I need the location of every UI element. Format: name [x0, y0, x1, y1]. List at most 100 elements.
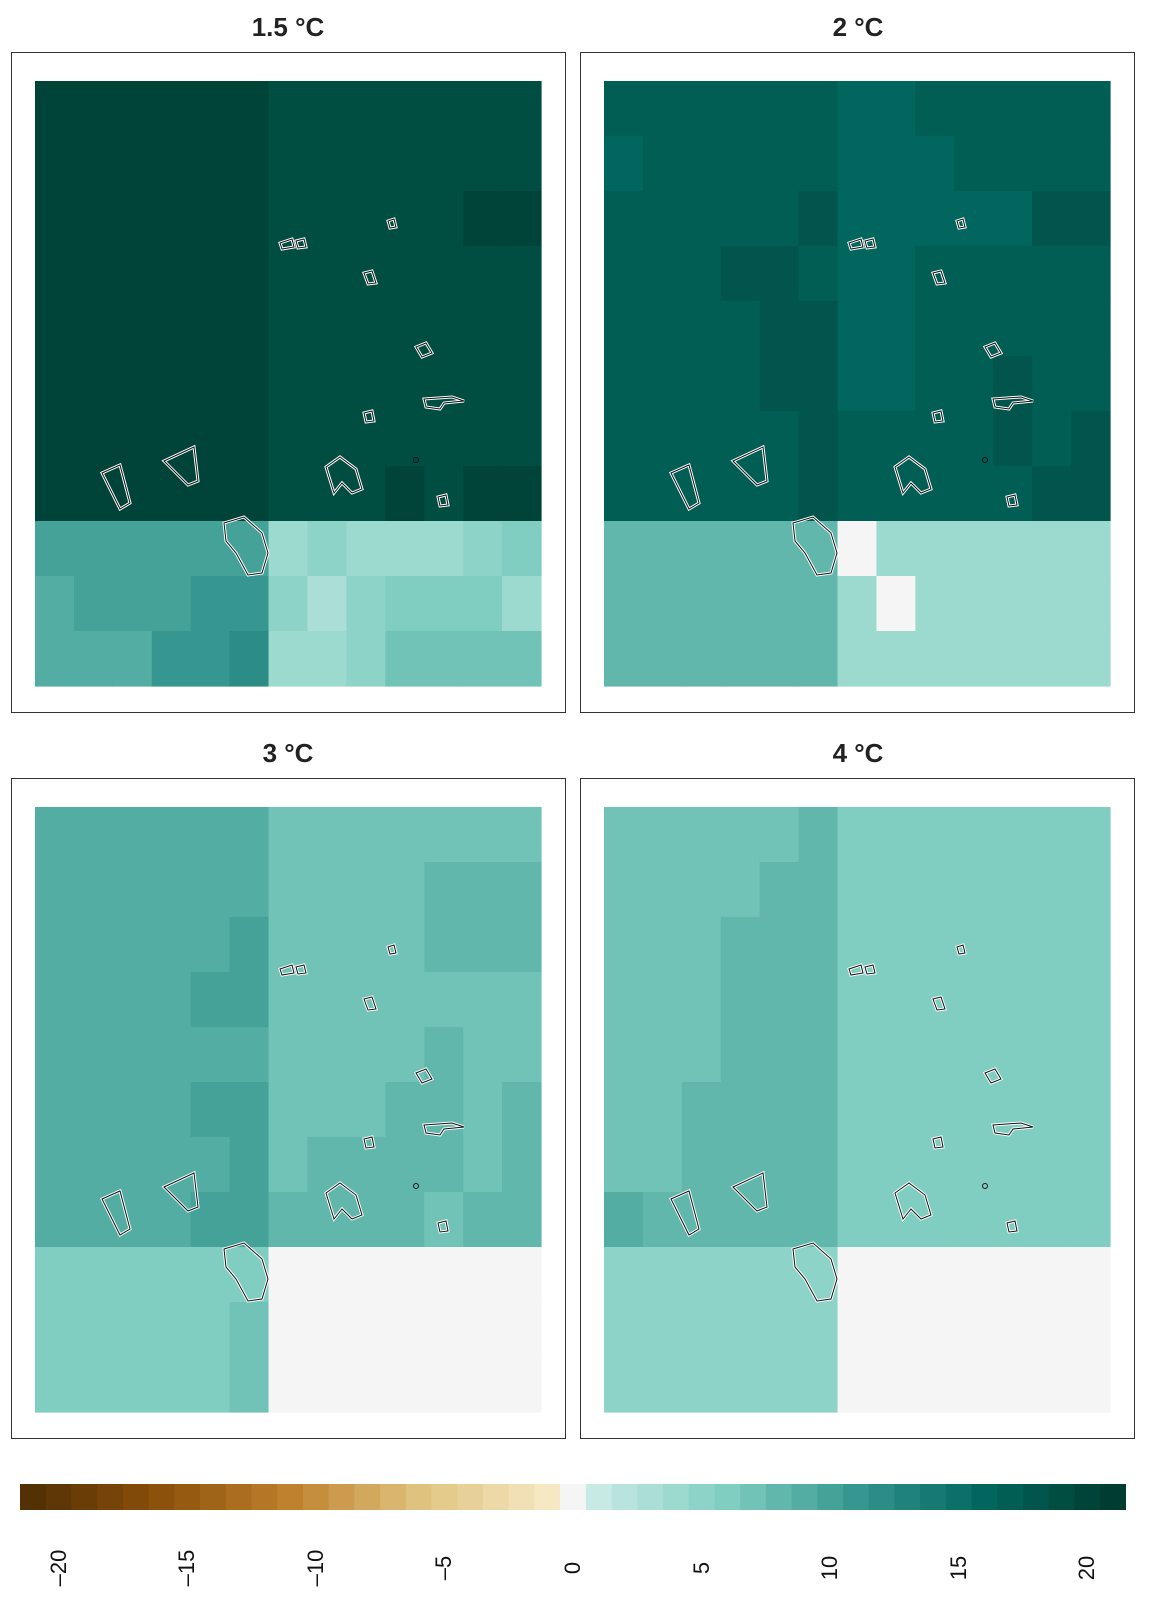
- heatmap-cell: [954, 1247, 994, 1303]
- colorbar-step: [817, 1484, 844, 1510]
- heatmap-cell: [876, 1302, 916, 1358]
- boundary-outline: [279, 964, 295, 976]
- boundary-outline: [732, 446, 768, 486]
- heatmap-cell: [268, 807, 309, 863]
- heatmap-cell: [798, 1357, 839, 1413]
- heatmap-cell: [837, 411, 878, 467]
- heatmap-cell: [112, 972, 153, 1028]
- heatmap-cell: [759, 81, 800, 137]
- heatmap-cell: [798, 411, 839, 467]
- heatmap-cell: [229, 81, 270, 137]
- heatmap-cell: [385, 246, 425, 302]
- heatmap-cell: [604, 466, 644, 522]
- heatmap-cell: [681, 1302, 722, 1358]
- heatmap-cell: [798, 301, 839, 357]
- heatmap-cell: [837, 301, 878, 357]
- heatmap-cell: [35, 1357, 75, 1413]
- heatmap-cell: [385, 972, 425, 1028]
- heatmap-cell: [502, 466, 542, 522]
- colorbar-step: [868, 1484, 896, 1510]
- heatmap-cell: [346, 1082, 386, 1138]
- heatmap-cell: [346, 576, 386, 632]
- heatmap-cell: [190, 972, 231, 1028]
- heatmap-cell: [190, 862, 231, 918]
- colorbar-tick-label: 10: [817, 1555, 843, 1581]
- colorbar-step: [97, 1484, 124, 1510]
- heatmap-cell: [642, 1082, 683, 1138]
- heatmap-cell: [112, 411, 153, 467]
- heatmap-cell: [424, 917, 464, 973]
- boundary-outline: [423, 396, 465, 410]
- heatmap-cell: [798, 466, 839, 522]
- heatmap-cell: [346, 81, 386, 137]
- heatmap-cell: [798, 81, 839, 137]
- boundary-outline: [848, 238, 864, 250]
- heatmap-cell: [876, 1082, 916, 1138]
- heatmap-cell: [720, 576, 761, 632]
- boundary-outline: [423, 1122, 465, 1136]
- heatmap-cell: [346, 917, 386, 973]
- heatmap-cell: [759, 1357, 800, 1413]
- heatmap-cell: [268, 1027, 309, 1083]
- heatmap-cell: [720, 1302, 761, 1358]
- heatmap-cell: [73, 807, 114, 863]
- heatmap-cell: [190, 1302, 231, 1358]
- heatmap-cell: [190, 807, 231, 863]
- heatmap-cell: [1071, 191, 1111, 247]
- heatmap-cell: [35, 136, 75, 192]
- heatmap-cell: [993, 1027, 1033, 1083]
- heatmap-cell: [604, 301, 644, 357]
- heatmap-cell: [463, 1137, 503, 1193]
- boundary-outline: [792, 1242, 838, 1302]
- heatmap-cell: [1032, 1357, 1072, 1413]
- heatmap-cell: [681, 631, 722, 687]
- heatmap-cell: [681, 972, 722, 1028]
- heatmap-cell: [268, 1192, 309, 1248]
- heatmap-cell: [1071, 246, 1111, 302]
- colorbar-step: [791, 1484, 818, 1510]
- heatmap-cell: [1071, 1357, 1111, 1413]
- heatmap-cell: [502, 576, 542, 632]
- heatmap-cell: [190, 631, 231, 687]
- heatmap-cell: [424, 1137, 464, 1193]
- heatmap-cell: [837, 1137, 878, 1193]
- boundary-outline: [670, 464, 700, 510]
- boundary-outline: [163, 1172, 199, 1212]
- heatmap-cell: [502, 136, 542, 192]
- colorbar-tick-label: –5: [431, 1555, 457, 1581]
- heatmap-cell: [424, 972, 464, 1028]
- heatmap-cell: [954, 466, 994, 522]
- heatmap-cell: [73, 466, 114, 522]
- heatmap-cell: [307, 191, 347, 247]
- panel-title-2: 2 °C: [832, 12, 884, 42]
- heatmap-cell: [151, 862, 192, 918]
- colorbar-step: [277, 1484, 304, 1510]
- heatmap-cell: [915, 1082, 955, 1138]
- heatmap-cell: [112, 1302, 153, 1358]
- boundary-outline: [223, 1242, 269, 1302]
- heatmap-cell: [1032, 862, 1072, 918]
- heatmap-cell: [954, 136, 994, 192]
- heatmap-cell: [190, 136, 231, 192]
- colorbar-tick-label: 0: [560, 1561, 585, 1575]
- colorbar-tick-label: –20: [45, 1549, 71, 1587]
- heatmap-cell: [993, 246, 1033, 302]
- heatmap-cell: [190, 1027, 231, 1083]
- heatmap-cell: [112, 521, 153, 577]
- heatmap-cell: [1032, 807, 1072, 863]
- heatmap-cell: [424, 246, 464, 302]
- heatmap-cell: [268, 356, 309, 412]
- heatmap-cell: [385, 862, 425, 918]
- heatmap-cell: [151, 246, 192, 302]
- heatmap-cell: [112, 466, 153, 522]
- boundary-outline: [415, 1068, 433, 1084]
- heatmap-cell: [307, 136, 347, 192]
- heatmap-cell: [681, 862, 722, 918]
- heatmap-cell: [915, 1357, 955, 1413]
- heatmap-cell: [307, 521, 347, 577]
- heatmap-cell: [73, 301, 114, 357]
- heatmap-cell: [385, 356, 425, 412]
- heatmap-cell: [876, 1357, 916, 1413]
- boundary-outline: [932, 996, 946, 1011]
- map-panel-1: [11, 52, 566, 713]
